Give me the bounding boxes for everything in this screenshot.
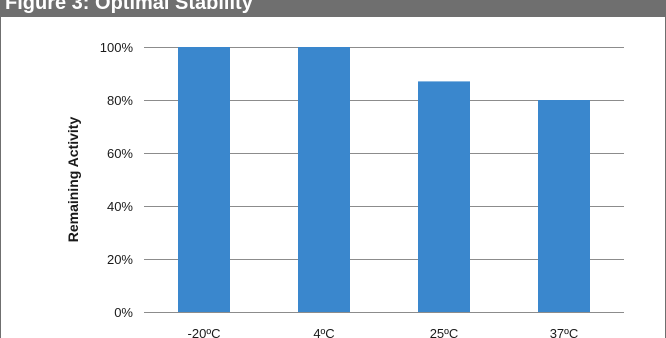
bars [178, 47, 590, 313]
x-tick-label: 37ºC [550, 326, 579, 338]
y-tick-label: 80% [107, 93, 133, 108]
y-axis-ticks: 0% 20% 40% 60% 80% 100% [100, 40, 134, 320]
bar [418, 81, 470, 313]
title-bar: Figure 3: Optimal Stability [1, 0, 665, 17]
x-axis-ticks: -20ºC 4ºC 25ºC 37ºC [188, 326, 579, 338]
bar [538, 100, 590, 312]
x-tick-label: -20ºC [188, 326, 221, 338]
y-tick-label: 100% [100, 40, 134, 55]
y-tick-label: 0% [114, 305, 133, 320]
y-tick-label: 40% [107, 199, 133, 214]
bar [298, 47, 350, 312]
x-tick-label: 25ºC [430, 326, 459, 338]
y-axis-title: Remaining Activity [65, 117, 81, 243]
y-tick-label: 20% [107, 252, 133, 267]
y-tick-label: 60% [107, 146, 133, 161]
x-tick-label: 4ºC [313, 326, 334, 338]
bar [178, 47, 230, 312]
figure-title: Figure 3: Optimal Stability [5, 0, 253, 14]
